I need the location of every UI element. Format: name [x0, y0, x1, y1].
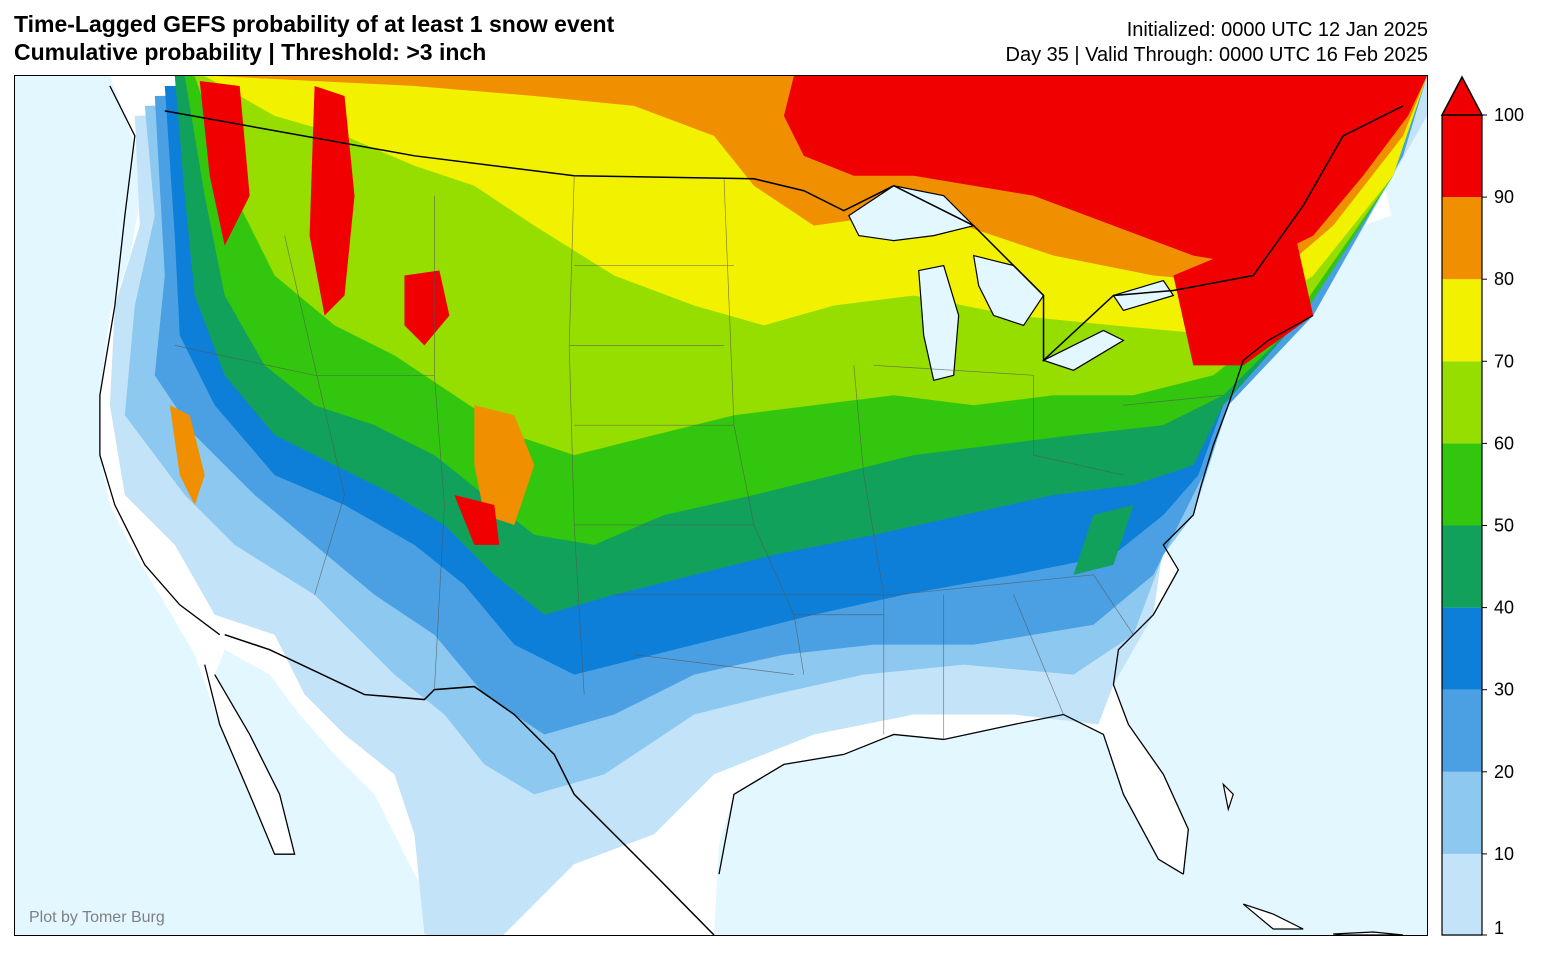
colorbar-tick-label: 50 [1494, 516, 1514, 536]
initialized-label: Initialized: 0000 UTC 12 Jan 2025 [1126, 19, 1428, 41]
fill-90-100 [783, 76, 1427, 266]
lake-erie [1041, 329, 1125, 371]
lake-michigan [918, 264, 960, 382]
caribbean-islands [1222, 782, 1404, 935]
fill-ne-red [1173, 225, 1314, 366]
fill-colorado-red [454, 495, 500, 545]
us-canada-border [164, 105, 1404, 363]
colorbar-tick-label: 100 [1494, 105, 1524, 125]
state-lines [174, 175, 1224, 740]
fill-cascades-red [199, 80, 250, 246]
colorbar-tick-label: 1 [1494, 918, 1504, 936]
colorbar-segment [1442, 607, 1482, 690]
probability-fills [109, 76, 1427, 935]
coastline-west [99, 85, 221, 636]
colorbar-tick-label: 30 [1494, 680, 1514, 700]
fill-wyoming-red [404, 270, 450, 346]
colorbar-tick-label: 40 [1494, 598, 1514, 618]
colorbar-segment [1442, 197, 1482, 280]
plot-credit: Plot by Tomer Burg [29, 909, 165, 926]
borders [99, 85, 1404, 935]
baja-coast [204, 664, 296, 855]
meta-block: Initialized: 0000 UTC 12 Jan 2025 Day 35… [1006, 18, 1429, 68]
map-subtitle: Cumulative probability | Threshold: >3 i… [14, 39, 487, 65]
colorbar-tick-label: 60 [1494, 433, 1514, 453]
map-title: Time-Lagged GEFS probability of at least… [14, 11, 615, 37]
colorbar-segment [1442, 361, 1482, 444]
coastline-gulf [718, 713, 1184, 875]
us-mexico-border [224, 633, 715, 935]
colorbar-segment [1442, 115, 1482, 198]
colorbar-tick-label: 70 [1494, 351, 1514, 371]
colorbar-tick-label: 80 [1494, 269, 1514, 289]
colorbar-tick-label: 10 [1494, 844, 1514, 864]
colorbar-segment [1442, 279, 1482, 362]
colorbar-segment [1442, 689, 1482, 772]
colorbar-tick-label: 20 [1494, 762, 1514, 782]
lake-superior [848, 185, 975, 242]
valid-through-label: Day 35 | Valid Through: 0000 UTC 16 Feb … [1005, 44, 1429, 66]
colorbar-segment [1442, 771, 1482, 854]
fill-appalachian-green [1073, 505, 1134, 575]
colorbar-segment [1442, 525, 1482, 608]
title-block: Time-Lagged GEFS probability of at least… [14, 10, 614, 66]
map-panel: Plot by Tomer Burg [14, 75, 1428, 936]
coastline-east [1112, 314, 1314, 875]
colorbar-segment [1442, 443, 1482, 526]
fill-utah-orange [474, 405, 535, 525]
probability-map [15, 76, 1427, 935]
lake-ontario [1112, 279, 1175, 312]
colorbar: 1 10 20 30 40 50 60 70 80 90 100 [1440, 75, 1524, 936]
colorbar-extend-arrow [1440, 75, 1484, 116]
colorbar-segment [1442, 853, 1482, 936]
fill-sierra-orange [169, 405, 205, 506]
colorbar-tick-label: 90 [1494, 187, 1514, 207]
